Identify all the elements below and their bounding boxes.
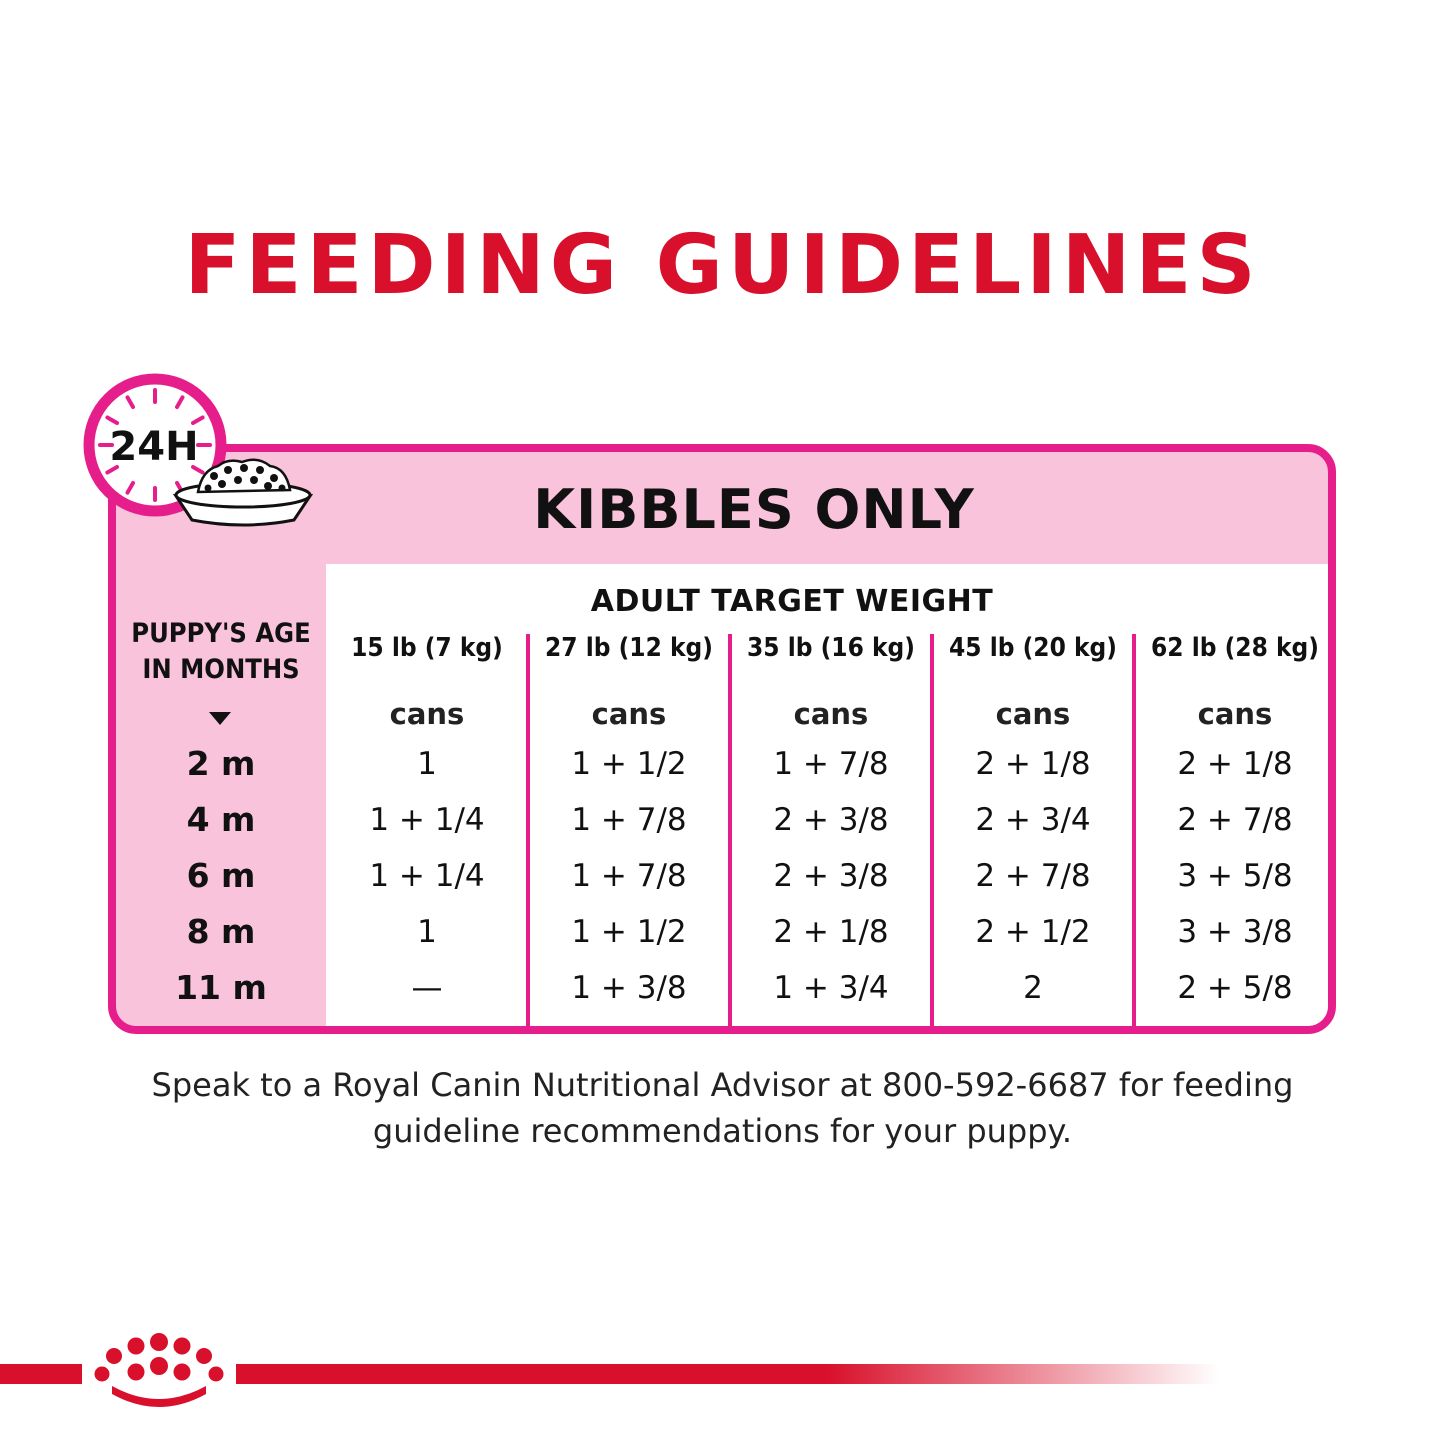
food-bowl-icon xyxy=(172,458,314,527)
age-column-header: PUPPY'S AGE IN MONTHS xyxy=(116,616,326,688)
table-cell: 2 + 1/8 xyxy=(1177,746,1293,782)
weight-column-header: 27 lb (12 kg) xyxy=(545,633,713,663)
table-cell: 1 + 1/2 xyxy=(571,746,687,782)
age-header-line-1: PUPPY'S AGE xyxy=(131,618,311,649)
feeding-table-card: KIBBLES ONLY PUPPY'S AGE IN MONTHS 2 m 4… xyxy=(108,444,1336,1034)
table-cell: 1 + 7/8 xyxy=(773,746,889,782)
weight-header: ADULT TARGET WEIGHT xyxy=(590,584,994,619)
table-cell: 2 + 1/8 xyxy=(975,746,1091,782)
table-cell: 3 + 5/8 xyxy=(1177,858,1293,894)
table-cell: 2 + 3/8 xyxy=(773,858,889,894)
table-cell: 3 + 3/8 xyxy=(1177,914,1293,950)
table-cell: 1 + 1/4 xyxy=(369,802,485,838)
advisor-note-line-1: Speak to a Royal Canin Nutritional Advis… xyxy=(151,1066,1294,1104)
advisor-note-line-2: guideline recommendations for your puppy… xyxy=(372,1112,1073,1150)
unit-label: cans xyxy=(389,697,465,731)
age-cell: 2 m xyxy=(186,744,256,783)
table-cell: 2 + 5/8 xyxy=(1177,970,1293,1006)
table-cell: 2 xyxy=(1023,970,1043,1006)
page-title: FEEDING GUIDELINES xyxy=(184,218,1261,313)
table-cell: 2 + 3/4 xyxy=(975,802,1091,838)
table-cell: 1 + 7/8 xyxy=(571,802,687,838)
table-cell: 1 + 3/4 xyxy=(773,970,889,1006)
feeding-grid: ADULT TARGET WEIGHT 15 lb (7 kg) 27 lb (… xyxy=(326,564,1328,1026)
table-cell: 1 + 1/2 xyxy=(571,914,687,950)
column-divider xyxy=(526,634,530,1026)
column-divider xyxy=(1132,634,1136,1026)
age-cell: 4 m xyxy=(186,800,256,839)
weight-column-header: 45 lb (20 kg) xyxy=(949,633,1117,663)
age-cell: 6 m xyxy=(186,856,256,895)
table-cell: 1 + 3/8 xyxy=(571,970,687,1006)
table-cell: 2 + 1/2 xyxy=(975,914,1091,950)
royal-canin-crown-logo xyxy=(94,1333,224,1407)
table-cell: 1 xyxy=(417,914,437,950)
age-header-line-2: IN MONTHS xyxy=(142,654,300,685)
table-cell: 1 xyxy=(417,746,437,782)
table-cell: — xyxy=(411,970,443,1006)
table-cell: 2 + 1/8 xyxy=(773,914,889,950)
unit-label: cans xyxy=(591,697,667,731)
weight-column-header: 62 lb (28 kg) xyxy=(1151,633,1319,663)
weight-column-header: 15 lb (7 kg) xyxy=(351,633,503,663)
weight-column-header: 35 lb (16 kg) xyxy=(747,633,915,663)
down-arrow-icon xyxy=(209,712,231,725)
unit-label: cans xyxy=(793,697,869,731)
card-heading: KIBBLES ONLY xyxy=(116,452,1328,564)
card-heading-label: KIBBLES ONLY xyxy=(533,478,975,541)
table-cell: 2 + 7/8 xyxy=(1177,802,1293,838)
column-divider xyxy=(728,634,732,1026)
age-column: PUPPY'S AGE IN MONTHS 2 m 4 m 6 m 8 m 11… xyxy=(116,564,326,1026)
unit-label: cans xyxy=(1197,697,1273,731)
table-cell: 2 + 3/8 xyxy=(773,802,889,838)
unit-label: cans xyxy=(995,697,1071,731)
table-cell: 1 + 1/4 xyxy=(369,858,485,894)
advisor-note: Speak to a Royal Canin Nutritional Advis… xyxy=(0,1062,1445,1154)
column-divider xyxy=(930,634,934,1026)
table-cell: 2 + 7/8 xyxy=(975,858,1091,894)
age-cell: 11 m xyxy=(175,968,267,1007)
footer-stripe-left xyxy=(0,1364,82,1384)
age-cell: 8 m xyxy=(186,912,256,951)
clock-24h-icon: 24H xyxy=(83,373,227,517)
footer-stripe-right xyxy=(236,1364,1220,1384)
clock-label: 24H xyxy=(109,424,198,470)
table-cell: 1 + 7/8 xyxy=(571,858,687,894)
